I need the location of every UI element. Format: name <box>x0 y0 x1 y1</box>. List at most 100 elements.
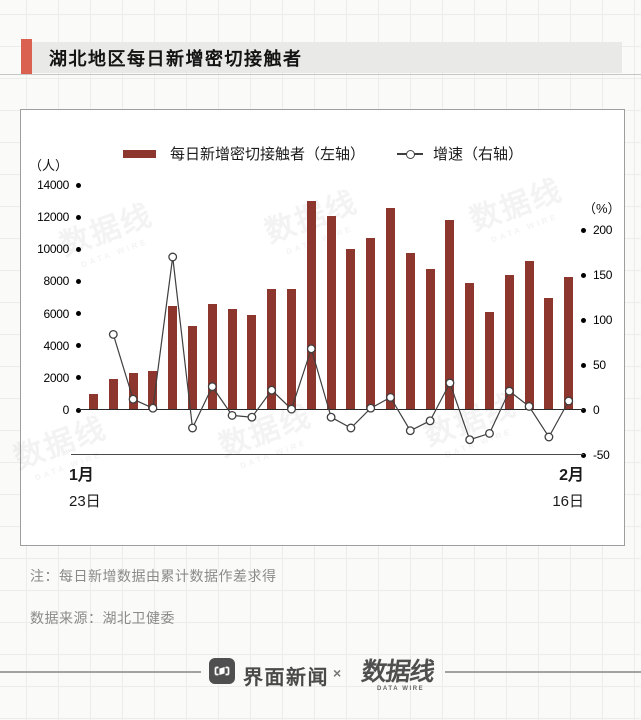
bar <box>425 268 435 410</box>
title-accent-bar <box>21 39 32 74</box>
right-axis-tick-dot <box>580 272 586 278</box>
title-bar: 湖北地区每日新增密切接触者 <box>21 42 622 73</box>
title-divider <box>0 74 641 75</box>
bar <box>366 238 376 410</box>
watermark-text: 数据线 <box>465 173 568 238</box>
bar <box>247 315 257 410</box>
watermark-subtext: DATA WIRE <box>79 236 150 270</box>
left-axis-tick-label: 6000 <box>43 306 70 321</box>
bar <box>267 289 277 410</box>
right-axis-unit: （%） <box>583 201 621 216</box>
growth-line-point <box>108 329 118 339</box>
jiemian-logo-text: 界面新闻 <box>243 667 329 689</box>
left-axis-tick-label: 14000 <box>37 178 69 192</box>
bar <box>168 305 178 410</box>
bar <box>465 283 475 410</box>
right-axis-tick-label: 200 <box>593 223 613 237</box>
chart-legend: 每日新增密切接触者（左轴） 增速（右轴） <box>123 143 523 164</box>
growth-line <box>112 256 570 441</box>
chart-note: 注：每日新增数据由累计数据作差求得 <box>30 568 277 584</box>
left-axis-tick-dot <box>75 311 81 317</box>
growth-line-point <box>247 412 257 422</box>
right-axis-tick-dot <box>580 362 586 368</box>
growth-line-point <box>425 416 435 426</box>
right-axis-tick-label: 100 <box>593 313 613 327</box>
zero-baseline <box>78 409 584 411</box>
left-axis-tick-dot <box>75 375 81 381</box>
bar <box>148 371 158 410</box>
x-start-month: 1月 <box>69 467 94 484</box>
bar <box>485 311 494 410</box>
right-axis-tick-label: 50 <box>593 358 606 372</box>
footer-divider-right <box>445 671 641 673</box>
growth-line-point <box>465 435 475 445</box>
bar <box>287 289 296 410</box>
left-axis-tick-dot <box>75 246 81 252</box>
right-axis-tick-dot <box>580 452 586 458</box>
right-axis-tick-dot <box>580 227 586 233</box>
bar <box>445 220 455 410</box>
bar <box>188 326 197 410</box>
left-axis-tick-label: 2000 <box>43 370 70 385</box>
bar <box>108 379 118 410</box>
bar <box>504 275 514 410</box>
growth-line-point <box>326 412 336 422</box>
jiemian-logo-icon <box>209 658 235 684</box>
bar <box>386 207 395 410</box>
legend-line-swatch <box>397 149 424 159</box>
datawire-logo: 数据线 <box>359 658 436 686</box>
growth-line-point <box>227 410 237 420</box>
footer-divider-left <box>0 671 201 673</box>
growth-line-point <box>346 423 356 433</box>
left-axis-tick-label: 0 <box>62 403 70 417</box>
left-axis-tick-label: 12000 <box>37 210 69 225</box>
bar <box>207 303 217 410</box>
legend-bar-label: 每日新增密切接触者（左轴） <box>170 146 366 163</box>
x-axis-end-label: 2月 16日 <box>552 461 584 511</box>
right-axis-tick-label: 150 <box>593 268 613 282</box>
growth-line-point <box>405 426 415 436</box>
bar <box>227 308 237 410</box>
x-start-day: 23日 <box>69 493 101 510</box>
bar <box>544 297 554 410</box>
legend-line-label: 增速（右轴） <box>433 146 524 163</box>
left-axis-tick-label: 8000 <box>43 274 70 289</box>
page-title: 湖北地区每日新增密切接触者 <box>49 48 303 69</box>
left-axis-tick-dot <box>75 343 81 349</box>
left-axis-tick-dot <box>75 278 81 284</box>
growth-line-point <box>188 423 197 433</box>
bar <box>564 276 574 410</box>
left-axis-tick-label: 10000 <box>37 242 69 257</box>
x-end-day: 16日 <box>552 493 584 510</box>
legend-line-marker-icon <box>406 149 416 159</box>
data-source: 数据来源：湖北卫健委 <box>30 610 175 626</box>
growth-line-point <box>544 432 554 442</box>
left-axis-tick-dot <box>75 182 81 188</box>
watermark-subtext: DATA WIRE <box>489 211 560 245</box>
right-axis-tick-dot <box>580 317 586 323</box>
left-axis-tick-label: 4000 <box>43 338 70 353</box>
bottom-axis-line <box>71 454 584 455</box>
x-axis-start-label: 1月 23日 <box>69 461 101 511</box>
bar <box>346 249 356 410</box>
bar <box>405 252 415 410</box>
growth-line-point <box>485 428 494 438</box>
bar <box>326 215 336 410</box>
bar <box>89 393 98 410</box>
left-axis-tick-dot <box>75 214 81 220</box>
left-axis-unit: （人） <box>29 158 69 173</box>
right-axis-tick-label: 0 <box>593 403 600 417</box>
x-end-month: 2月 <box>559 467 584 484</box>
bar <box>306 201 316 410</box>
legend-bar-swatch <box>123 149 156 158</box>
bar <box>128 373 138 410</box>
bar <box>524 260 534 410</box>
datawire-logo-subtext: DATA WIRE <box>377 686 425 692</box>
growth-line-point <box>168 252 178 262</box>
right-axis-tick-label: -50 <box>593 448 610 462</box>
